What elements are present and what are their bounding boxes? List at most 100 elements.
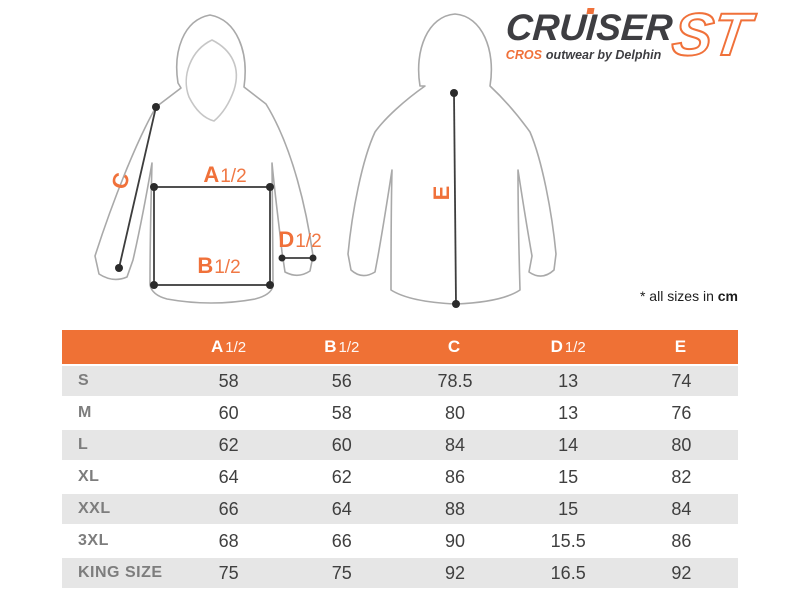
value-c: 86 [444,466,465,487]
logo-title: CRUISER [504,7,674,48]
value-a: 64 [218,466,239,487]
size-label: KING SIZE [78,564,163,581]
value-b: 60 [331,434,352,455]
label-letter: B [197,253,214,278]
value-c: 92 [444,562,465,583]
size-label: S [78,372,90,389]
jacket-outline [94,14,314,304]
header-cell-c: C [398,337,511,357]
label-fraction: 1/2 [214,257,241,278]
back-length-measure-line-e [453,92,457,305]
value-e: 86 [671,530,692,551]
size-label: XXL [78,500,111,517]
logo-subtitle-rest: outwear by Delphin [545,48,662,63]
value-c: 90 [444,530,465,551]
size-label: L [78,436,89,453]
value-c: 78.5 [437,370,473,391]
header-letter: A [211,337,224,356]
measurement-lines [118,106,313,286]
value-d: 15 [558,498,579,519]
header-fraction: 1/2 [338,339,360,356]
header-cell-b: B 1/2 [285,337,398,357]
back-jacket-diagram [347,13,557,308]
value-e: 76 [671,402,692,423]
header-fraction: 1/2 [564,339,586,356]
table-row: M 60 58 80 13 76 [62,398,738,428]
value-c: 80 [444,402,465,423]
measurement-lines [453,92,457,305]
measure-label-a: A1/2 [195,162,255,188]
size-label: 3XL [78,532,109,549]
value-e: 82 [671,466,692,487]
table-row: 3XL 68 66 90 15.5 86 [62,526,738,556]
value-e: 92 [671,562,692,583]
size-table: A 1/2 B 1/2 C D 1/2 E S 58 56 78.5 13 74 M … [62,330,738,590]
header-letter: C [447,337,461,356]
front-jacket-diagram [94,14,317,304]
sleeve-measure-line-c [118,106,157,269]
header-cell-e: E [625,337,738,357]
value-e: 74 [671,370,692,391]
value-a: 62 [218,434,239,455]
label-letter: E [429,185,454,201]
header-letter: B [324,337,337,356]
table-row: XXL 66 64 88 15 84 [62,494,738,524]
jacket-outline [347,13,557,305]
label-fraction: 1/2 [295,231,322,252]
value-e: 84 [671,498,692,519]
value-a: 66 [218,498,239,519]
measure-label-b: B1/2 [189,253,249,279]
logo-subtitle: CROS outwear by Delphin [506,48,661,62]
value-b: 64 [331,498,352,519]
label-fraction: 1/2 [220,166,247,187]
header-letter: E [674,337,687,356]
units-note: * all sizes in cm [640,288,738,304]
value-d: 13 [558,370,579,391]
header-fraction: 1/2 [225,339,247,356]
units-note-text: * all sizes in [639,288,718,304]
measure-label-e: E [429,175,455,211]
value-a: 60 [218,402,239,423]
label-letter: A [203,162,220,187]
header-letter: D [550,337,563,356]
measurement-dots [450,89,460,308]
value-b: 62 [331,466,352,487]
chest-measure-rect [153,186,271,286]
value-e: 80 [671,434,692,455]
brand-logo: CRUISER CROS outwear by Delphin ST [504,0,755,69]
value-b: 58 [331,402,352,423]
value-b: 56 [331,370,352,391]
size-label: XL [78,468,100,485]
size-label: M [78,404,92,421]
value-a: 75 [218,562,239,583]
label-letter: C [106,170,135,192]
value-b: 75 [331,562,352,583]
label-letter: D [278,227,295,252]
logo-main: CRUISER CROS outwear by Delphin [504,7,674,62]
value-d: 15.5 [550,530,586,551]
value-d: 15 [558,466,579,487]
value-c: 84 [444,434,465,455]
value-a: 58 [218,370,239,391]
value-c: 88 [444,498,465,519]
hood-opening [185,39,238,122]
units-note-unit: cm [717,288,738,304]
value-a: 68 [218,530,239,551]
value-d: 14 [558,434,579,455]
measure-label-d: D1/2 [269,227,331,253]
header-cell-a: A 1/2 [172,337,285,357]
value-d: 13 [558,402,579,423]
logo-subtitle-brand: CROS [505,48,542,63]
table-header-row: A 1/2 B 1/2 C D 1/2 E [62,330,738,364]
logo-suffix: ST [668,0,756,69]
table-row: XL 64 62 86 15 82 [62,462,738,492]
table-row: KING SIZE 75 75 92 16.5 92 [62,558,738,588]
value-b: 66 [331,530,352,551]
logo-i-accent [586,8,595,14]
header-cell-d: D 1/2 [512,337,625,357]
table-row: S 58 56 78.5 13 74 [62,366,738,396]
table-row: L 62 60 84 14 80 [62,430,738,460]
value-d: 16.5 [550,562,586,583]
measurement-dots [115,103,317,289]
